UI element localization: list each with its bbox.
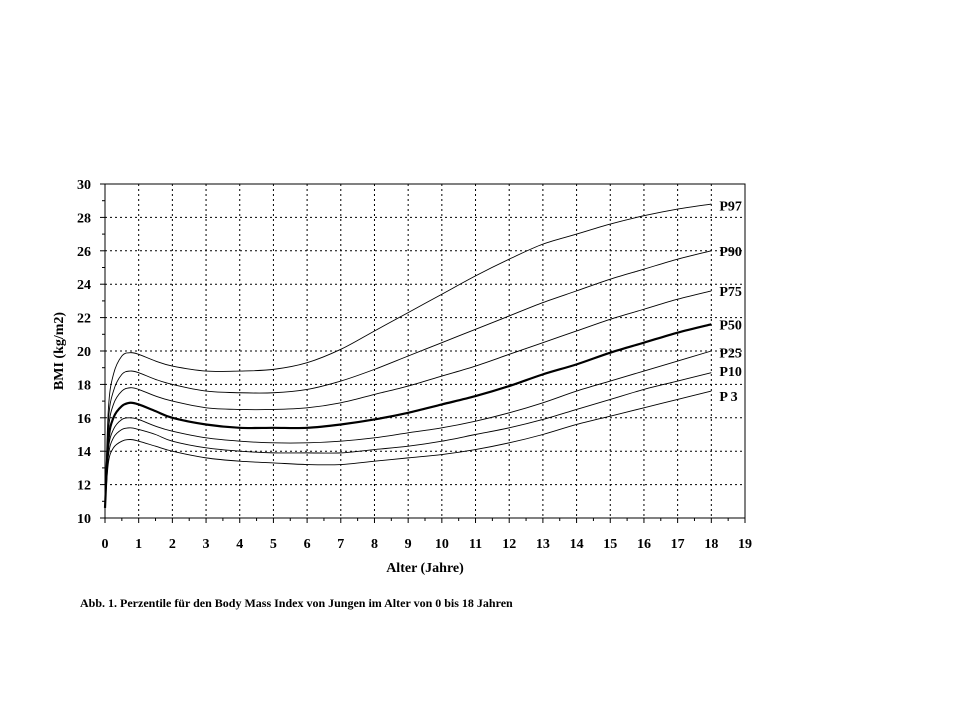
tick-layer: 0 1 2 3 4 5 6 7 8 9 10 11 12 13 14 15 16 17 18 191012141618… [77, 178, 752, 552]
x-tick-label: 14 [570, 537, 584, 552]
series-label-p3: P 3 [719, 390, 737, 405]
y-tick-label: 18 [77, 378, 91, 393]
series-label-p90: P90 [719, 245, 742, 260]
x-tick-label: 13 [536, 537, 550, 552]
x-tick-label: 15 [603, 537, 617, 552]
series-line-p97 [104, 203, 712, 508]
figure-caption: Abb. 1. Perzentile für den Body Mass Ind… [80, 596, 513, 610]
series-label-p50: P50 [719, 318, 742, 333]
y-tick-label: 20 [77, 345, 91, 360]
series-label-p10: P10 [719, 365, 742, 380]
series-label-p97: P97 [719, 200, 742, 215]
series-label-layer: P97 P90 P75 P50 P25 P10 P 3 [719, 200, 742, 405]
series-line-p25 [104, 350, 712, 509]
x-tick-label: 19 [738, 537, 752, 552]
y-tick-label: 26 [77, 245, 91, 260]
x-tick-label: 4 [236, 537, 243, 552]
series-layer [103, 203, 712, 509]
x-tick-label: 11 [469, 537, 482, 552]
y-tick-label: 30 [77, 178, 91, 193]
x-tick-label: 1 [135, 537, 142, 552]
x-tick-label: 0 [102, 537, 109, 552]
series-line-p3 [104, 390, 712, 509]
x-tick-label: 17 [671, 537, 685, 552]
y-tick-label: 10 [77, 512, 91, 527]
x-tick-label: 8 [371, 537, 378, 552]
series-label-p25: P25 [719, 347, 742, 362]
y-tick-label: 14 [77, 445, 91, 460]
y-tick-label: 16 [77, 412, 91, 427]
series-line-p10 [104, 372, 712, 509]
y-tick-label: 12 [77, 479, 91, 494]
x-tick-label: 5 [270, 537, 277, 552]
x-tick-label: 12 [502, 537, 516, 552]
series-label-p75: P75 [719, 285, 742, 300]
series-line-p50 [103, 323, 712, 509]
y-tick-label: 22 [77, 312, 91, 327]
series-line-p90 [104, 250, 712, 508]
x-tick-label: 18 [704, 537, 718, 552]
grid-layer [105, 184, 745, 518]
x-tick-label: 2 [169, 537, 176, 552]
y-tick-label: 24 [77, 278, 91, 293]
x-tick-label: 7 [337, 537, 344, 552]
series-line-p75 [104, 290, 712, 508]
x-tick-label: 3 [203, 537, 210, 552]
x-tick-label: 9 [405, 537, 412, 552]
x-axis-title: Alter (Jahre) [386, 561, 464, 576]
x-tick-label: 16 [637, 537, 651, 552]
y-tick-label: 28 [77, 211, 91, 226]
x-tick-label: 10 [435, 537, 449, 552]
y-axis-title: BMI (kg/m2) [52, 312, 67, 391]
x-tick-label: 6 [304, 537, 311, 552]
